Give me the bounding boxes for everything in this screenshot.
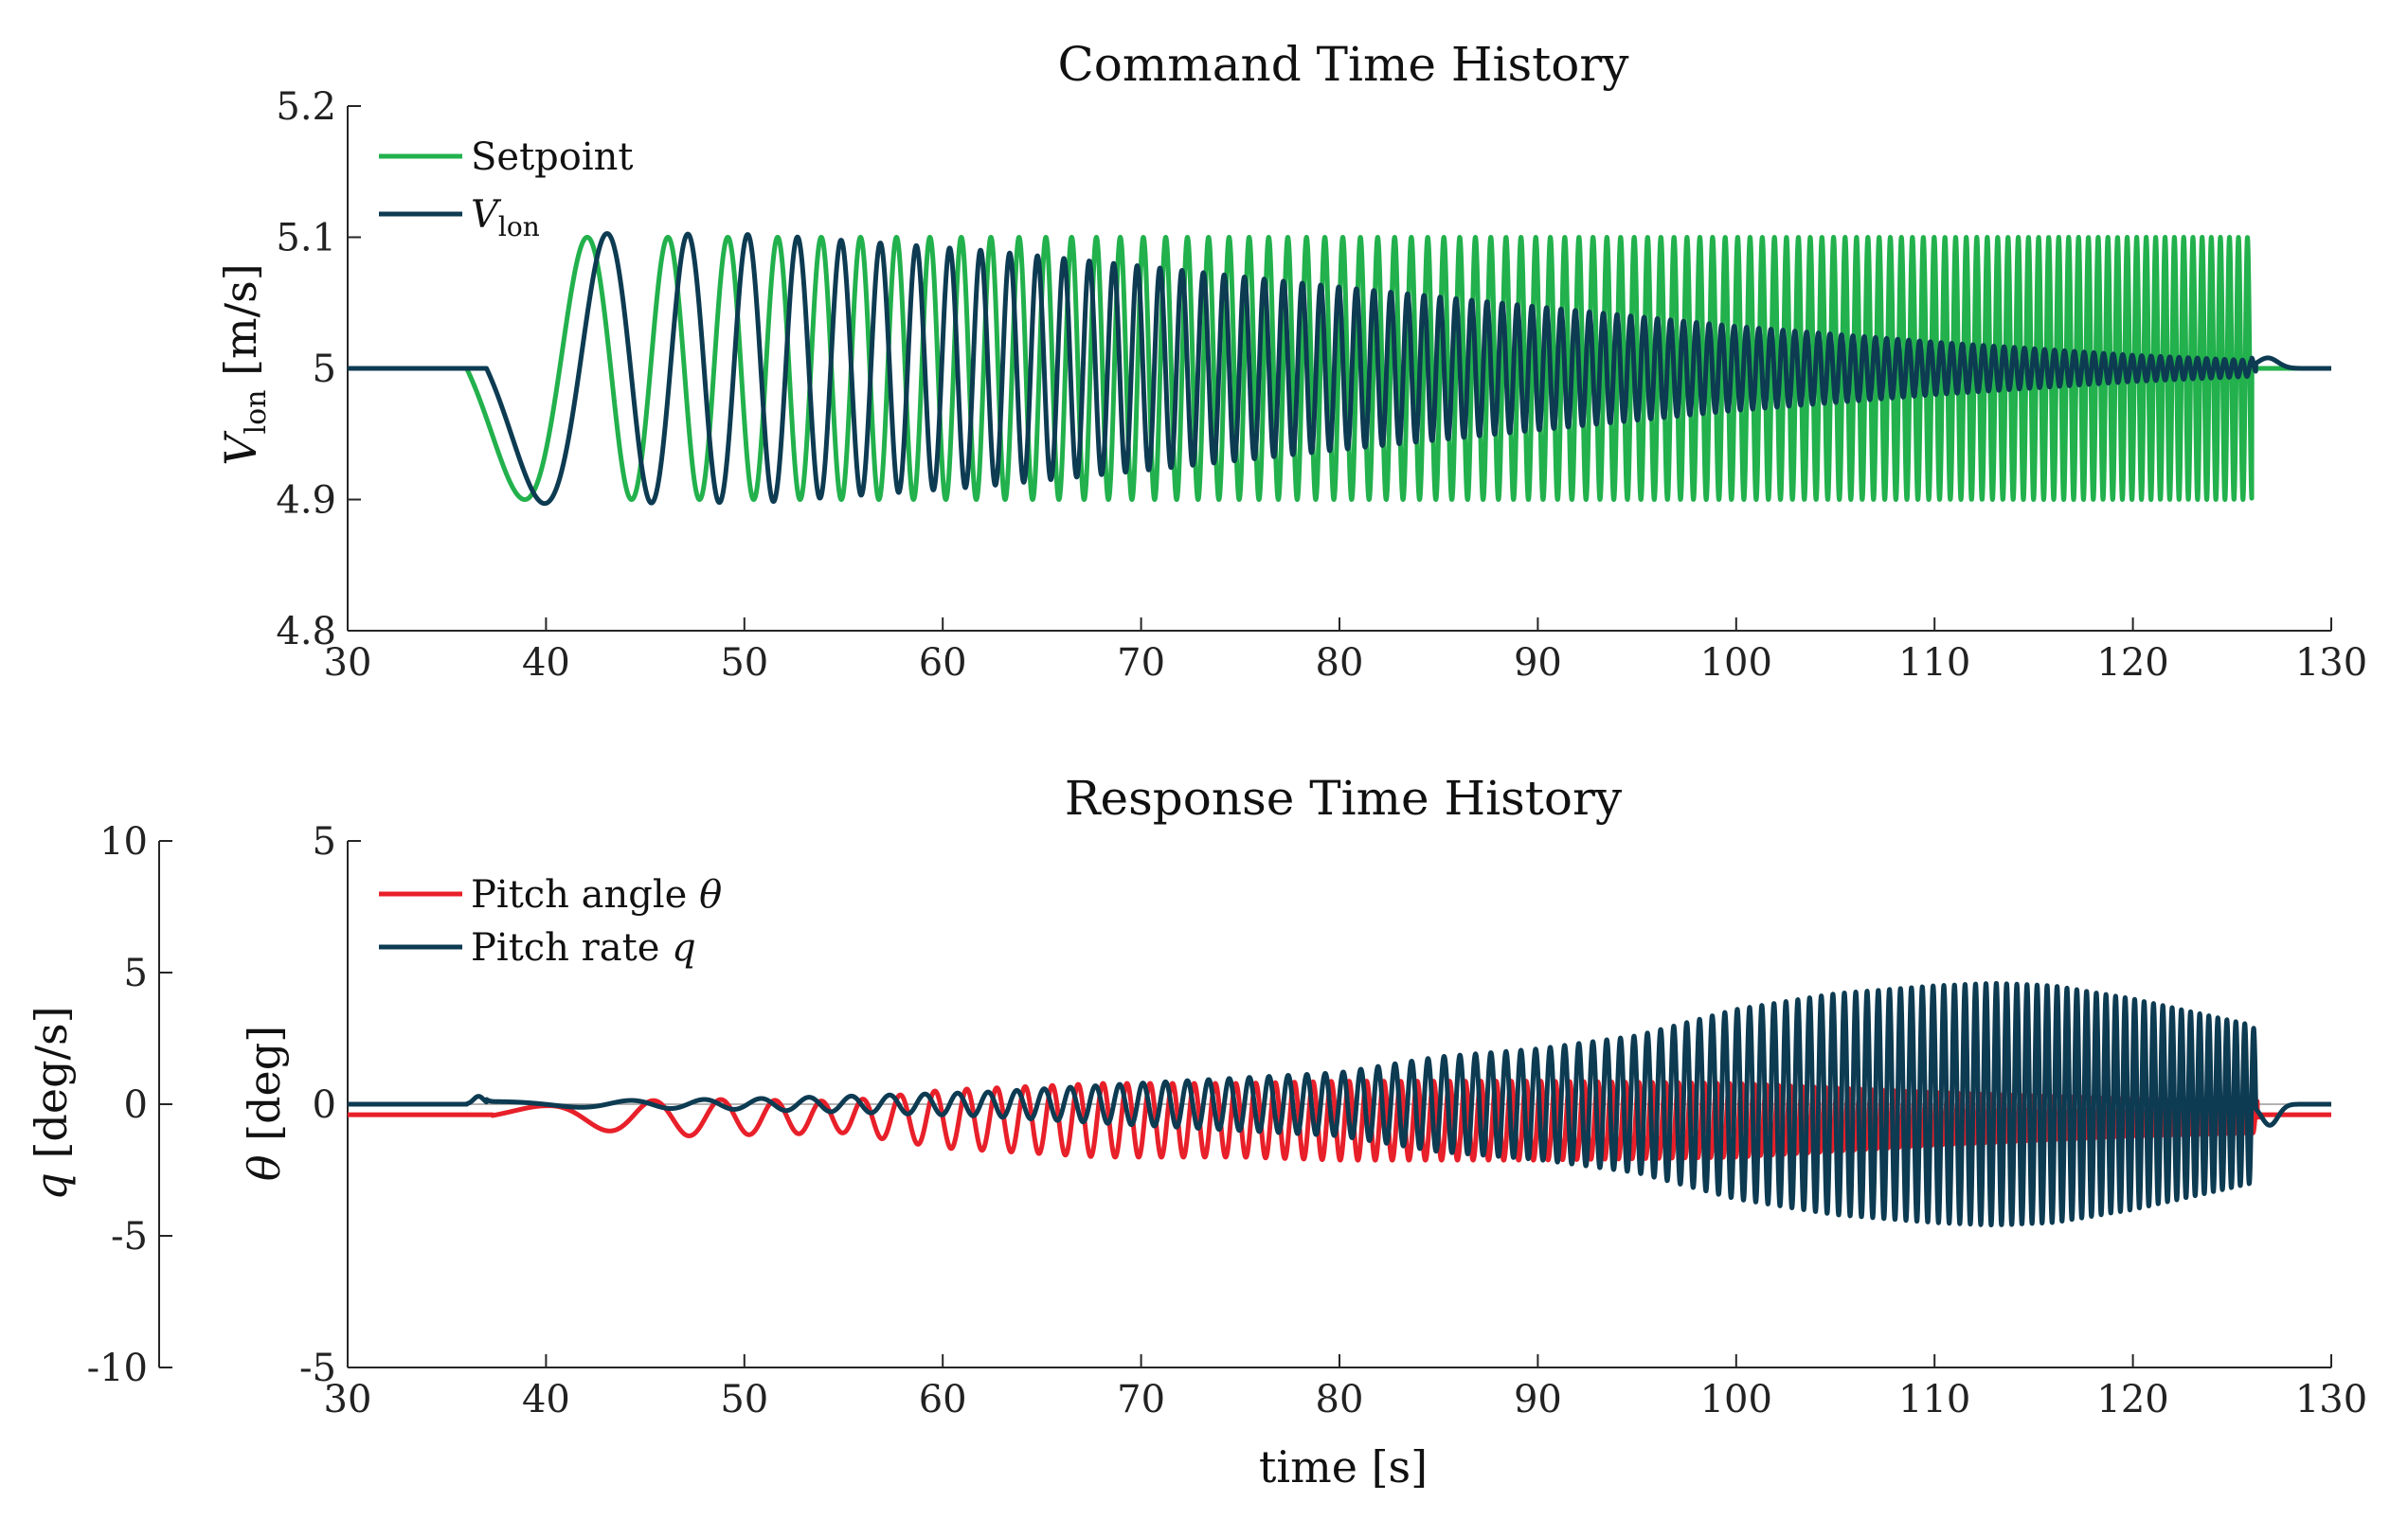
legend-pitch-angle-text: Pitch angle bbox=[471, 873, 699, 917]
legend-label-vlon: Vlon bbox=[471, 193, 540, 242]
q-axis-label: q [deg/s] bbox=[26, 1006, 77, 1200]
theta-axis-label: θ [deg] bbox=[239, 1026, 290, 1181]
series-line-pitch-rate bbox=[345, 980, 2334, 1228]
q-axis-ticks: 10 5 0 -5 -10 bbox=[87, 820, 172, 1390]
response-legend: Pitch angle θ Pitch rate q bbox=[379, 873, 722, 970]
theta-axis-unit: [deg] bbox=[239, 1026, 290, 1141]
response-x-tick-label: 80 bbox=[1316, 1378, 1364, 1421]
response-x-axis-label: time [s] bbox=[1259, 1441, 1428, 1492]
command-y-ticks: 4.8 4.9 5 5.1 5.2 bbox=[276, 85, 361, 653]
legend-label-setpoint: Setpoint bbox=[471, 135, 633, 179]
legend-label-pitch-rate: Pitch rate q bbox=[471, 926, 696, 970]
command-y-axis-label: Vlon [m/s] bbox=[215, 263, 273, 465]
response-chart-title: Response Time History bbox=[1065, 771, 1623, 826]
command-x-tick-label: 40 bbox=[522, 641, 570, 685]
command-x-tick-label: 70 bbox=[1117, 641, 1165, 685]
command-panel: Command Time History Vlon [m/s] 30 40 50 60… bbox=[215, 37, 2367, 685]
command-x-tick-label: 100 bbox=[1700, 641, 1772, 685]
command-y-tick-label: 4.8 bbox=[276, 610, 336, 653]
theta-y-tick-label: 5 bbox=[313, 820, 336, 864]
response-x-tick-label: 120 bbox=[2096, 1378, 2168, 1421]
command-x-tick-label: 90 bbox=[1514, 641, 1562, 685]
response-x-ticks: 30 40 50 60 70 80 90 100 110 120 130 bbox=[324, 1354, 2367, 1421]
series-line-vlon bbox=[345, 231, 2334, 507]
command-x-tick-label: 50 bbox=[720, 641, 768, 685]
command-y-axis-symbol: V bbox=[215, 430, 266, 466]
response-panel: Response Time History q [deg/s] θ [deg] … bbox=[26, 771, 2367, 1492]
command-y-axis-unit bbox=[215, 376, 266, 390]
command-x-tick-label: 120 bbox=[2096, 641, 2168, 685]
response-x-tick-label: 30 bbox=[324, 1378, 372, 1421]
q-axis-symbol: q bbox=[26, 1172, 77, 1200]
legend-pitch-rate-text: Pitch rate bbox=[471, 926, 672, 970]
q-axis-space bbox=[26, 1159, 77, 1173]
response-x-tick-label: 60 bbox=[919, 1378, 967, 1421]
legend-label-pitch-angle: Pitch angle θ bbox=[471, 873, 722, 917]
q-y-tick-label: -5 bbox=[111, 1215, 148, 1259]
command-x-tick-label: 110 bbox=[1898, 641, 1970, 685]
q-y-tick-label: 0 bbox=[124, 1083, 148, 1127]
response-x-tick-label: 70 bbox=[1117, 1378, 1165, 1421]
q-y-tick-label: 10 bbox=[99, 820, 148, 864]
command-y-axis-unit-text: [m/s] bbox=[215, 263, 266, 376]
command-chart-title: Command Time History bbox=[1058, 37, 1630, 92]
command-y-tick-label: 5.1 bbox=[276, 217, 336, 260]
response-x-tick-label: 100 bbox=[1700, 1378, 1772, 1421]
command-x-tick-label: 60 bbox=[919, 641, 967, 685]
theta-axis-ticks: 5 0 -5 bbox=[299, 820, 361, 1390]
legend-pitch-angle-symbol: θ bbox=[699, 873, 722, 917]
q-y-tick-label: -10 bbox=[87, 1347, 148, 1390]
command-x-tick-label: 30 bbox=[324, 641, 372, 685]
q-axis-unit: [deg/s] bbox=[26, 1006, 77, 1158]
command-y-tick-label: 5 bbox=[313, 348, 336, 391]
command-x-tick-label: 80 bbox=[1316, 641, 1364, 685]
response-plot-area bbox=[345, 980, 2334, 1228]
legend-vlon-subscript: lon bbox=[498, 211, 540, 242]
response-x-tick-label: 130 bbox=[2295, 1378, 2367, 1421]
q-y-tick-label: 5 bbox=[124, 952, 148, 995]
command-legend: Setpoint Vlon bbox=[379, 135, 633, 242]
theta-axis-symbol: θ bbox=[239, 1154, 290, 1181]
command-y-tick-label: 5.2 bbox=[276, 85, 336, 129]
theta-y-tick-label: -5 bbox=[299, 1347, 336, 1390]
response-x-tick-label: 110 bbox=[1898, 1378, 1970, 1421]
legend-pitch-rate-symbol: q bbox=[672, 926, 696, 970]
command-y-tick-label: 4.9 bbox=[276, 479, 336, 523]
theta-y-tick-label: 0 bbox=[313, 1083, 336, 1127]
response-x-tick-label: 50 bbox=[720, 1378, 768, 1421]
legend-vlon-symbol: V bbox=[471, 193, 502, 237]
theta-axis-space bbox=[239, 1141, 290, 1155]
command-y-axis-subscript: lon bbox=[240, 390, 273, 435]
response-x-tick-label: 90 bbox=[1514, 1378, 1562, 1421]
command-x-ticks: 30 40 50 60 70 80 90 100 110 120 130 bbox=[324, 617, 2367, 685]
command-plot-area bbox=[345, 231, 2334, 507]
response-x-tick-label: 40 bbox=[522, 1378, 570, 1421]
command-x-tick-label: 130 bbox=[2295, 641, 2367, 685]
